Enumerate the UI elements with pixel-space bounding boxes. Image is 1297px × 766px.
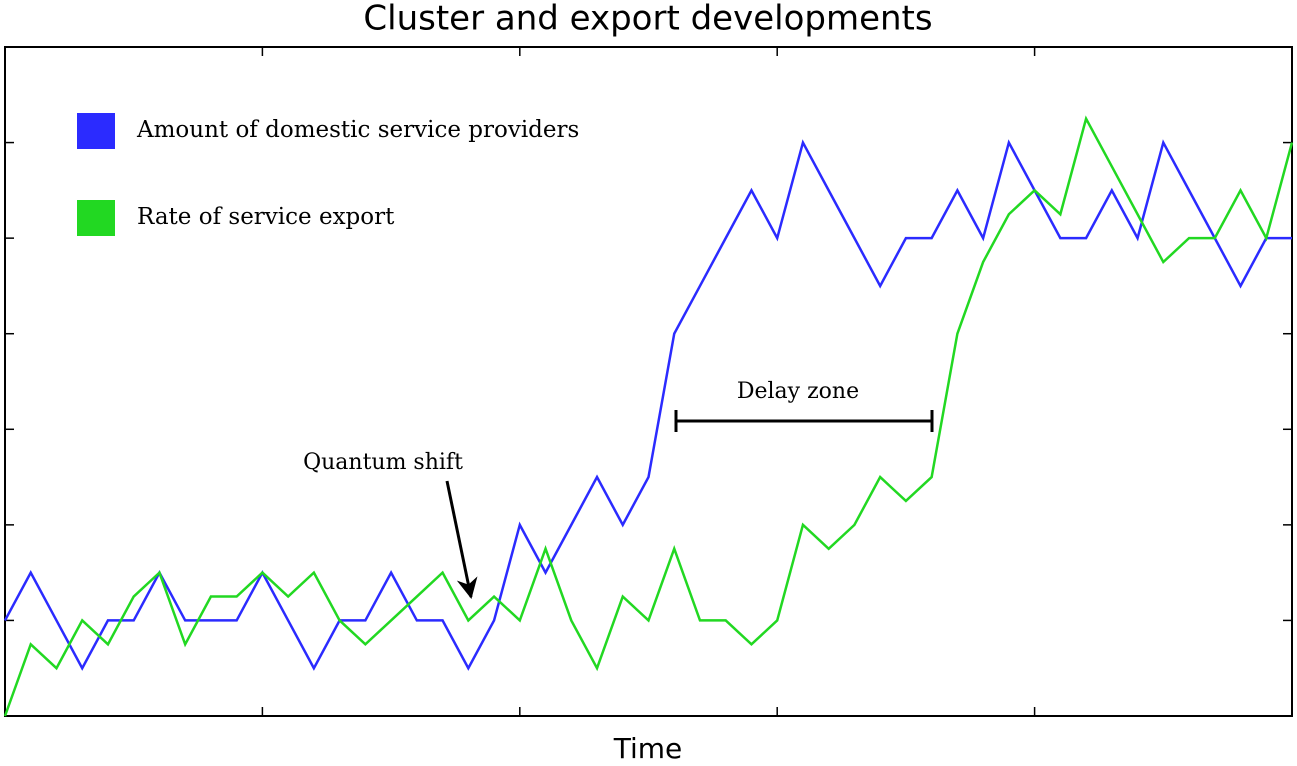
data-line [3, 139, 1292, 671]
legend-label: Amount of domestic service providers [136, 117, 579, 143]
chart-title: Cluster and export developments [363, 0, 932, 39]
legend-swatch [77, 200, 115, 236]
annotation: Delay zone [737, 379, 859, 404]
delay-bracket [674, 410, 934, 432]
data-line [3, 115, 1294, 717]
x-axis-label: Time [613, 732, 683, 765]
annotation: Quantum shift [303, 450, 463, 475]
plot-frame [4, 46, 1293, 717]
annotation-arrow [445, 480, 478, 600]
legend-label: Rate of service export [137, 204, 395, 230]
legend-swatch [77, 113, 115, 149]
